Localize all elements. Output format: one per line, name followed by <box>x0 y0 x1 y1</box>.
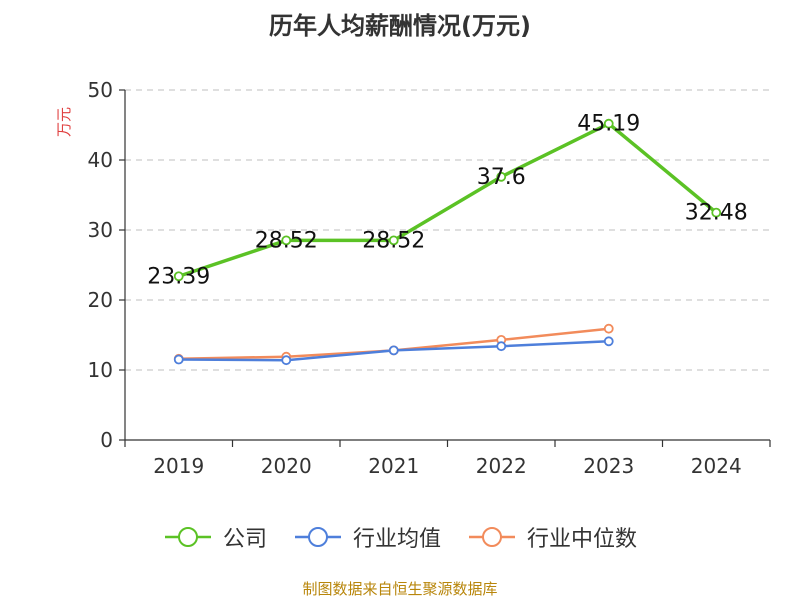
y-tick-label: 30 <box>88 218 113 242</box>
x-tick-label: 2024 <box>691 454 742 478</box>
data-point <box>603 336 614 347</box>
data-point <box>388 235 399 246</box>
x-tick-label: 2020 <box>261 454 312 478</box>
data-point <box>496 171 507 182</box>
x-tick-label: 2022 <box>476 454 527 478</box>
data-point <box>603 118 614 129</box>
data-point <box>281 235 292 246</box>
data-point <box>173 354 184 365</box>
y-tick-label: 50 <box>88 78 113 102</box>
legend-swatch <box>164 527 211 547</box>
data-point <box>281 355 292 366</box>
y-axis-label: 万元 <box>55 107 73 137</box>
legend-swatch <box>469 527 515 547</box>
chart-title: 历年人均薪酬情况(万元) <box>269 12 531 40</box>
data-point <box>388 345 399 356</box>
x-tick-label: 2023 <box>583 454 634 478</box>
data-labels: 23.39 28.52 28.52 37.6 45.19 32.48 <box>147 112 747 290</box>
data-point <box>173 271 184 282</box>
y-tick-label: 20 <box>88 288 113 312</box>
source-note: 制图数据来自恒生聚源数据库 <box>302 580 498 598</box>
data-label: 28.52 <box>362 228 425 253</box>
legend-item-0[interactable]: 公司 <box>163 521 267 553</box>
x-tick-label: 2021 <box>368 454 419 478</box>
data-label: 23.39 <box>147 264 210 289</box>
grid-lines <box>125 89 770 371</box>
legend-item-1[interactable]: 行业均值 <box>293 521 441 553</box>
data-label: 45.19 <box>577 112 640 137</box>
data-point <box>711 207 722 218</box>
legend-swatch <box>294 527 341 547</box>
legend-label: 行业均值 <box>352 527 441 552</box>
legend: 公司 行业均值 行业中位数 <box>0 519 800 555</box>
data-label: 37.6 <box>477 165 526 190</box>
legend-label: 行业中位数 <box>527 527 638 552</box>
series-line-0 <box>178 121 718 278</box>
data-point <box>603 323 614 334</box>
y-tick-label: 40 <box>88 148 113 172</box>
y-tick-label: 0 <box>100 428 113 452</box>
data-label: 32.48 <box>685 201 748 226</box>
x-tick-label: 2019 <box>153 454 204 478</box>
data-label: 28.52 <box>255 228 318 253</box>
legend-label: 公司 <box>222 527 267 552</box>
y-tick-label: 10 <box>88 358 113 382</box>
series-lines <box>173 118 722 366</box>
axes: 0 10 20 30 40 50 2019 2020 2021 2022 2023 2024 <box>88 78 771 478</box>
legend-item-2[interactable]: 行业中位数 <box>467 521 637 553</box>
data-point <box>496 341 507 352</box>
line-chart: 万元 0 10 20 30 40 50 2019 2020 2021 2022 2023 2024 2… <box>55 78 771 478</box>
